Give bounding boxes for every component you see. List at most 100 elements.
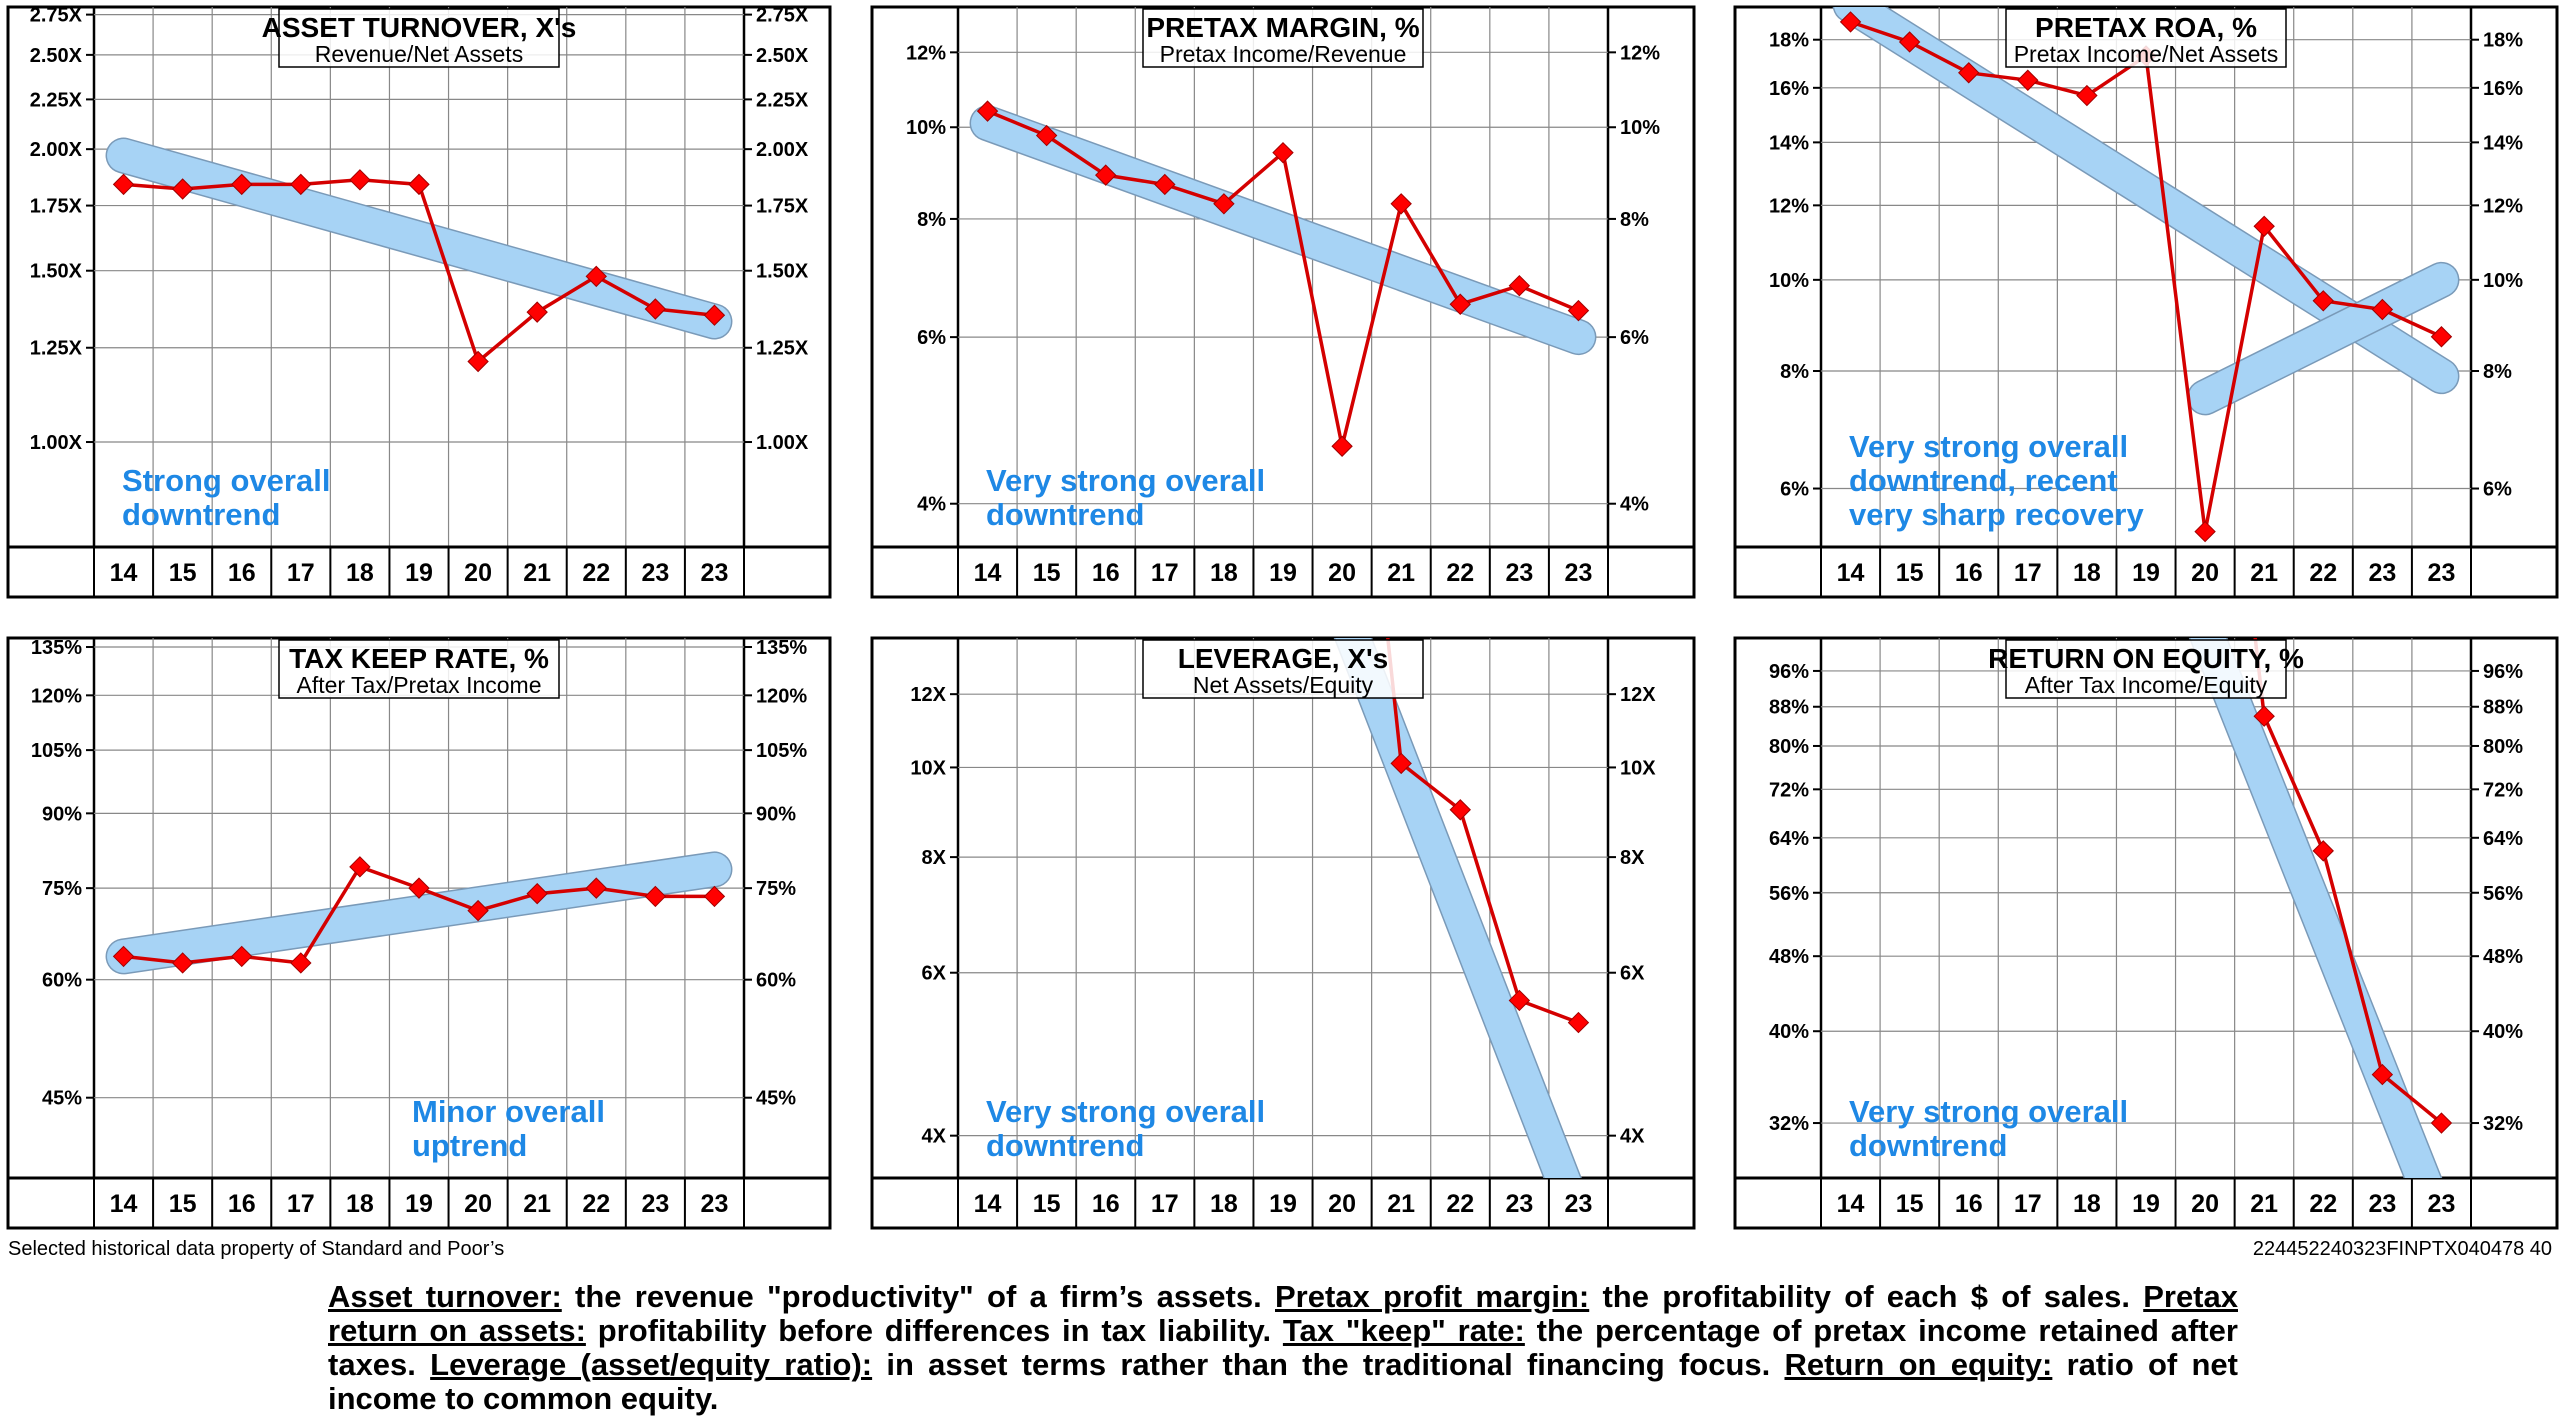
x-tick-label: 18 [1210,1190,1238,1218]
y-tick-label-left: 1.50X [30,261,83,283]
y-tick-label-left: 45% [42,1088,82,1110]
title-box [2005,639,2287,699]
x-tick-label: 22 [1446,1190,1474,1218]
chart-title: TAX KEEP RATE, % [289,643,549,674]
y-tick-label-left: 10% [906,117,946,139]
x-tick-label: 14 [974,559,1002,587]
y-tick-label-left: 60% [42,970,82,992]
y-tick-label-right: 45% [756,1088,796,1110]
x-tick-label: 19 [405,1190,433,1218]
y-tick-label-left: 75% [42,878,82,900]
data-point-marker [2371,298,2394,321]
data-point-marker [2076,84,2098,107]
y-tick-label-left: 14% [1769,132,1809,154]
x-tick-label: 19 [2132,1190,2160,1218]
trend-note: Minor overall [412,1094,605,1129]
y-tick-label-right: 10X [1620,757,1656,779]
y-tick-label-left: 6% [1780,479,1809,501]
data-point-marker [467,899,489,922]
y-tick-label-left: 18% [1769,30,1809,52]
x-tick-label: 14 [110,559,138,587]
data-point-marker [1390,752,1412,775]
y-tick-label-right: 1.00X [756,432,809,454]
trend-note: downtrend [986,497,1144,532]
x-tick-label: 22 [582,559,610,587]
y-tick-label-left: 6% [917,327,946,349]
chart-title: LEVERAGE, X's [1178,643,1389,674]
x-tick-label: 23 [701,1190,729,1218]
trend-note: downtrend [1849,1128,2007,1163]
y-tick-label-left: 10% [1769,270,1809,292]
x-tick-label: 18 [346,1190,374,1218]
chart-subtitle: Pretax Income/Net Assets [2014,41,2279,67]
data-point-marker [2253,705,2275,727]
data-point-marker [526,301,548,323]
y-tick-label-left: 105% [31,740,82,762]
x-tick-label: 14 [110,1190,138,1218]
chart-subtitle: Net Assets/Equity [1193,672,1374,698]
x-tick-label: 23 [2368,1190,2396,1218]
x-tick-label: 23 [1565,559,1593,587]
y-tick-label-left: 8% [1780,361,1809,383]
trend-note: Very strong overall [986,1094,1265,1129]
data-point-marker [1035,124,1058,147]
x-tick-label: 18 [2073,559,2101,587]
data-point-marker [349,856,371,878]
trend-note: Very strong overall [1849,1094,2128,1129]
chart-title: ASSET TURNOVER, X's [262,12,577,43]
data-point-marker [1272,141,1294,164]
chart-panel: 45% 45% 60% 60% 75% 75% 90% 90% 105% 105% 120% 120%… [6,636,832,1230]
data-point-marker [2430,1112,2453,1134]
y-tick-label-right: 8X [1620,847,1645,869]
x-tick-label: 16 [1092,559,1120,587]
y-tick-label-left: 2.00X [30,139,83,161]
data-point-marker [171,952,194,974]
x-tick-label: 22 [1446,559,1474,587]
trend-note: Strong overall [122,463,330,498]
y-tick-label-right: 14% [2483,132,2523,154]
y-tick-label-right: 8% [2483,361,2512,383]
trend-band [107,852,731,973]
data-point-marker [1508,274,1531,297]
data-point-marker [2017,69,2039,91]
data-point-marker [171,178,194,200]
y-tick-label-left: 16% [1769,78,1809,100]
x-tick-label: 20 [1328,1190,1356,1218]
chart-panel: 6% 6% 8% 8% 10% 10% 12% 12% 14% 14% 16% 16% 18% 18% 14… [1733,5,2559,599]
y-tick-label-right: 4% [1620,494,1649,516]
y-tick-label-left: 32% [1769,1113,1809,1135]
data-point-marker [703,885,726,908]
data-point-marker [976,100,999,122]
definition-term: Pretax return on assets: [328,1279,2238,1348]
title-box [2005,8,2287,68]
y-tick-label-right: 88% [2483,697,2523,719]
data-point-marker [585,877,607,899]
data-point-marker [703,304,726,326]
x-tick-label: 21 [1387,1190,1415,1218]
x-tick-label: 17 [1151,1190,1179,1218]
x-tick-label: 21 [1387,559,1415,587]
y-tick-label-right: 6% [1620,327,1649,349]
title-box [278,639,560,699]
y-tick-label-right: 48% [2483,946,2523,968]
chart-panel: 32% 32% 40% 40% 48% 48% 56% 56% 64% 64% 72% 72% 80% 8… [1733,636,2559,1230]
x-tick-label: 22 [2309,1190,2337,1218]
x-tick-label: 22 [2309,559,2337,587]
x-tick-label: 23 [2428,1190,2456,1218]
y-tick-label-right: 32% [2483,1113,2523,1135]
y-tick-label-left: 40% [1769,1021,1809,1043]
trend-note: downtrend, recent [1849,463,2118,498]
trend-note: uptrend [412,1128,527,1163]
plot-area [2188,638,2453,1178]
x-tick-label: 15 [169,1190,197,1218]
chart-title: PRETAX ROA, % [2035,12,2257,43]
y-tick-label-right: 1.25X [756,338,809,360]
y-tick-label-right: 64% [2483,828,2523,850]
x-tick-label: 17 [2014,559,2042,587]
data-point-marker [644,885,667,908]
x-tick-label: 22 [582,1190,610,1218]
trend-note: downtrend [122,497,280,532]
y-tick-label-left: 2.50X [30,45,83,67]
y-tick-label-left: 64% [1769,828,1809,850]
